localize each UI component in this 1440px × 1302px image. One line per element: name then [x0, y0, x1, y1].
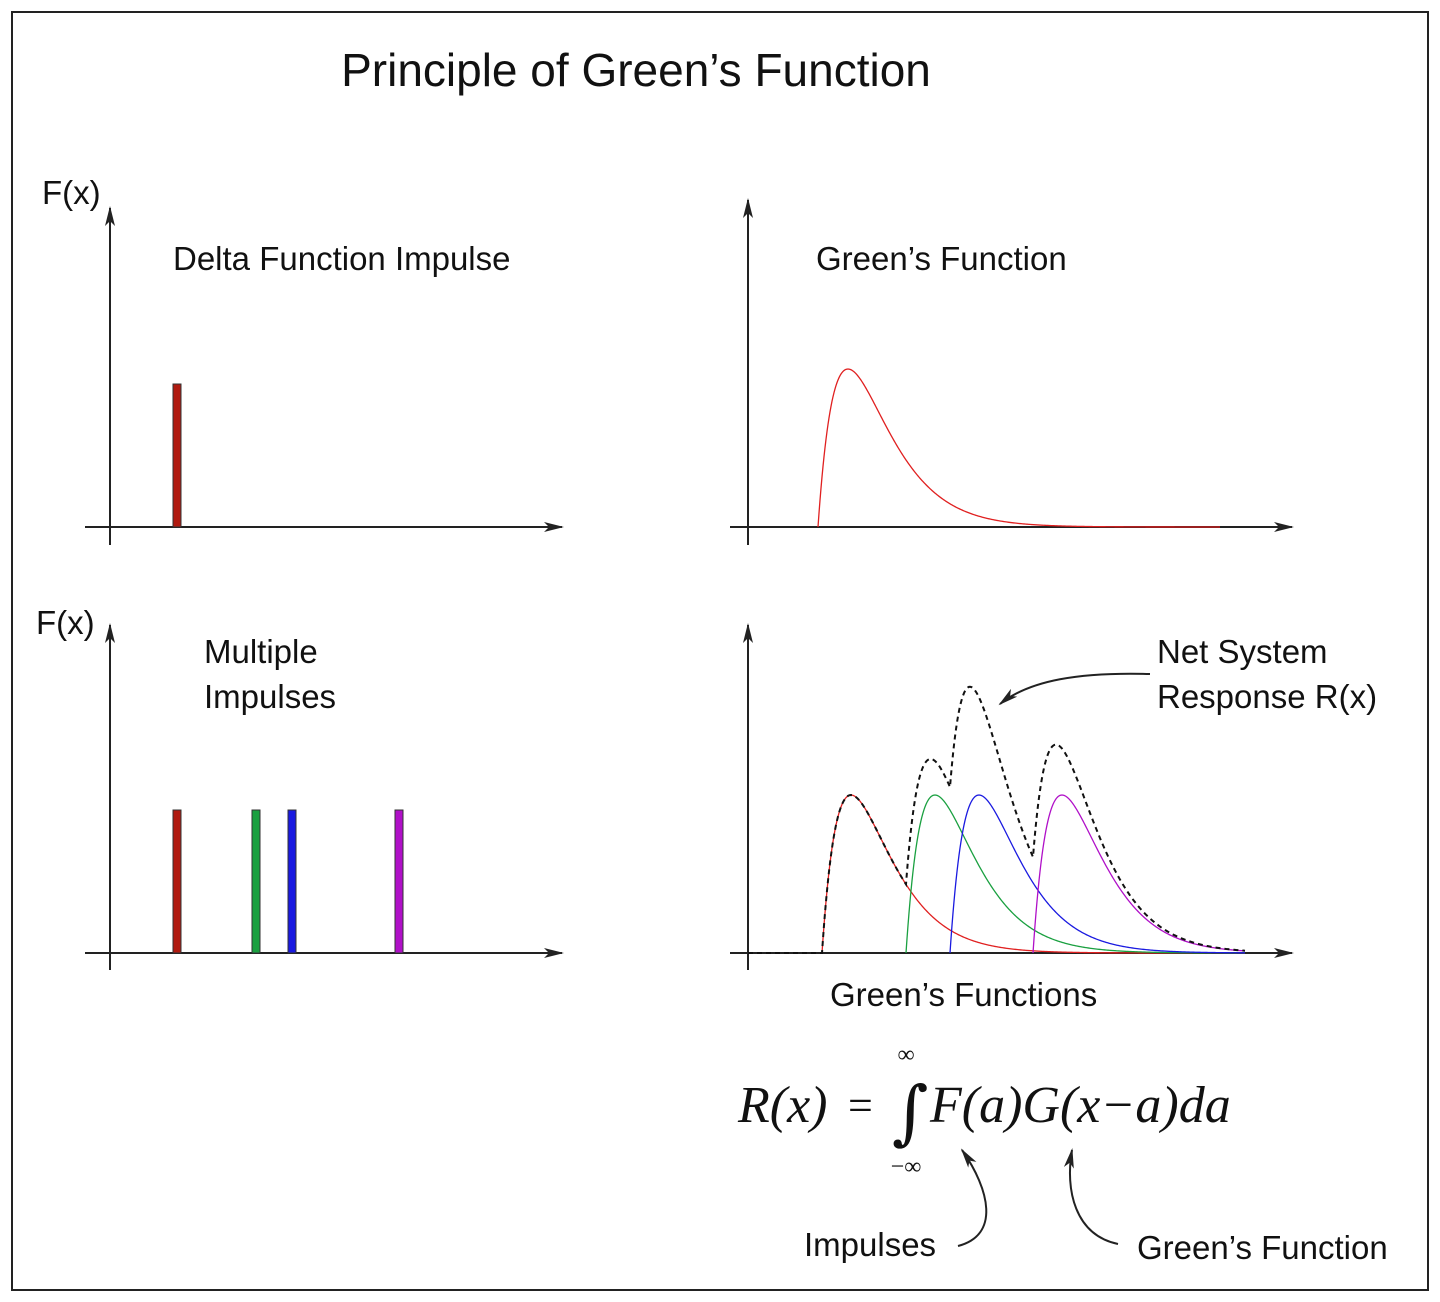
panel-label: Multiple [204, 633, 318, 670]
annotation: Impulses [804, 1226, 936, 1263]
panel-green: Green’s Function [730, 198, 1294, 545]
greens-function-curve [1032, 794, 1246, 954]
panel-label: Net System [1157, 633, 1328, 670]
pointer-arrow [957, 1148, 988, 1247]
formula-integral: ∫ [892, 1071, 928, 1153]
annotation: Green’s Function [1137, 1229, 1388, 1266]
impulse-bar [287, 809, 297, 954]
impulse-bar [172, 383, 182, 528]
panel-label: Green’s Function [816, 240, 1067, 277]
pointer-arrow [1063, 1148, 1119, 1245]
formula: R(x) = ∫ ∞ −∞ F(a)G(x−a)da [737, 1042, 1231, 1180]
caption: Green’s Functions [830, 976, 1097, 1013]
formula-lhs: R(x) [737, 1077, 827, 1134]
formula-upper: ∞ [897, 1042, 914, 1068]
net-response-curve [748, 685, 1246, 954]
panel-response: Net System Response R(x) Green’s Functio… [730, 623, 1377, 1013]
formula-integrand: F(a)G(x−a)da [929, 1077, 1231, 1134]
panel-label: Response R(x) [1157, 678, 1377, 715]
title: Principle of Green’s Function [341, 44, 931, 96]
panel-label: Delta Function Impulse [173, 240, 511, 277]
axis-label: F(x) [36, 604, 95, 641]
panel-delta: F(x) Delta Function Impulse [42, 174, 564, 545]
formula-equals: = [848, 1081, 873, 1130]
impulse-bar [394, 809, 404, 954]
impulse-bar [172, 809, 182, 954]
formula-lower: −∞ [891, 1154, 922, 1180]
pointer-arrow [998, 672, 1151, 706]
panel-label: Impulses [204, 678, 336, 715]
greens-function-curve [949, 794, 1245, 954]
panel-multiple: F(x) Multiple Impulses [36, 604, 564, 970]
greens-function-curve [817, 368, 1220, 528]
impulse-bar [251, 809, 261, 954]
frame [11, 11, 1429, 1291]
axis-label: F(x) [42, 174, 101, 211]
